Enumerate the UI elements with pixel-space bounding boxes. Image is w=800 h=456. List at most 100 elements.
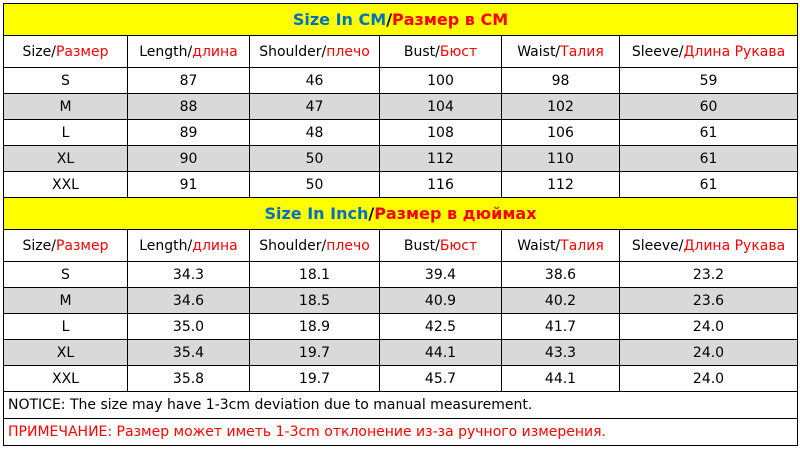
- header-ru: плечо: [326, 43, 370, 60]
- cell-text: 59: [699, 72, 718, 89]
- cell: 112: [501, 171, 620, 198]
- cell-text: 100: [427, 72, 454, 89]
- cell-text: 102: [547, 98, 574, 115]
- header-en: Bust/: [403, 43, 440, 60]
- header-cell: Shoulder/плечо: [249, 229, 380, 262]
- cell: 34.3: [127, 261, 250, 288]
- cell: 87: [127, 67, 250, 94]
- header-en: Bust/: [403, 237, 440, 254]
- cell: 50: [249, 171, 380, 198]
- cell-text: 24.0: [692, 318, 725, 335]
- cell: XXL: [3, 365, 128, 392]
- header-ru: Талия: [560, 237, 604, 254]
- data-row: L 89 48 108 106 61: [3, 119, 799, 146]
- title-en: Size In Inch: [264, 204, 369, 223]
- cell: 19.7: [249, 365, 380, 392]
- cell-text: 40.2: [544, 292, 577, 309]
- cell: M: [3, 93, 128, 120]
- cell-text: 89: [179, 124, 198, 141]
- cell: 100: [379, 67, 502, 94]
- notice-row: NOTICE: The size may have 1-3cm deviatio…: [2, 391, 799, 419]
- cell: 61: [618, 119, 799, 146]
- cell: L: [3, 313, 128, 340]
- header-en: Length/: [139, 43, 193, 60]
- cell-text: 18.9: [298, 318, 331, 335]
- cell-text: 19.7: [298, 344, 331, 361]
- notice-text: ПРИМЕЧАНИЕ: Размер может иметь 1-3cm отк…: [8, 424, 606, 440]
- data-row: XXL 91 50 116 112 61: [3, 171, 799, 198]
- cell-text: 50: [305, 150, 324, 167]
- cell-text: 41.7: [544, 318, 577, 335]
- cell-text: 18.5: [298, 292, 331, 309]
- cell: 23.2: [618, 261, 799, 288]
- header-cell: Size/Размер: [3, 35, 128, 68]
- cell-text: 98: [551, 72, 570, 89]
- cell-text: 34.6: [172, 292, 205, 309]
- cell: 61: [618, 171, 799, 198]
- cell: 18.9: [249, 313, 380, 340]
- cell-text: 61: [699, 124, 718, 141]
- cell-text: 88: [179, 98, 198, 115]
- data-row: M 88 47 104 102 60: [3, 93, 799, 120]
- cell: 48: [249, 119, 380, 146]
- cell: 44.1: [501, 365, 620, 392]
- header-en: Length/: [139, 237, 193, 254]
- cell: 110: [501, 145, 620, 172]
- cell-text: 39.4: [424, 266, 457, 283]
- cell: 102: [501, 93, 620, 120]
- cell-text: XL: [56, 150, 75, 167]
- cell: 45.7: [379, 365, 502, 392]
- cell-text: XXL: [52, 176, 79, 193]
- cell-text: 104: [427, 98, 454, 115]
- cell: 89: [127, 119, 250, 146]
- header-ru: Талия: [560, 43, 604, 60]
- cell-text: 44.1: [424, 344, 457, 361]
- cell: 42.5: [379, 313, 502, 340]
- cell-text: 19.7: [298, 370, 331, 387]
- header-ru: Длина Рукава: [683, 43, 786, 60]
- cell: S: [3, 67, 128, 94]
- header-cell: Waist/Талия: [501, 35, 620, 68]
- cell-text: 110: [547, 150, 574, 167]
- cell: XL: [3, 145, 128, 172]
- cell-text: 87: [179, 72, 198, 89]
- title-sep: /: [386, 10, 393, 29]
- header-cell: Shoulder/плечо: [249, 35, 380, 68]
- cell: 35.8: [127, 365, 250, 392]
- data-row: XL 90 50 112 110 61: [3, 145, 799, 172]
- cell: 23.6: [618, 287, 799, 314]
- cell-text: XL: [56, 344, 75, 361]
- header-en: Sleeve/: [631, 237, 684, 254]
- cell-text: 34.3: [172, 266, 205, 283]
- cell-text: 45.7: [424, 370, 457, 387]
- cell: 116: [379, 171, 502, 198]
- cell: XL: [3, 339, 128, 366]
- header-row: Size/Размер Length/длина Shoulder/плечо Bus…: [3, 35, 799, 68]
- cell: 18.1: [249, 261, 380, 288]
- cell: 61: [618, 145, 799, 172]
- cell: 88: [127, 93, 250, 120]
- cell-text: XXL: [52, 370, 79, 387]
- cell-text: 40.9: [424, 292, 457, 309]
- notice-text: NOTICE: The size may have 1-3cm deviatio…: [8, 397, 533, 413]
- cell: 108: [379, 119, 502, 146]
- cell: 47: [249, 93, 380, 120]
- size-chart: Size In CM/Размер в CM Size/Размер Length/…: [2, 3, 799, 446]
- cell: L: [3, 119, 128, 146]
- cell: 41.7: [501, 313, 620, 340]
- cell: 40.9: [379, 287, 502, 314]
- cell: 44.1: [379, 339, 502, 366]
- header-en: Shoulder/: [259, 237, 327, 254]
- header-cell: Bust/Бюст: [379, 229, 502, 262]
- header-ru: длина: [192, 43, 238, 60]
- cell-text: 43.3: [544, 344, 577, 361]
- cell-text: 61: [699, 176, 718, 193]
- cell-text: S: [61, 72, 70, 89]
- cell: 35.0: [127, 313, 250, 340]
- header-cell: Bust/Бюст: [379, 35, 502, 68]
- cell: 50: [249, 145, 380, 172]
- cell: 24.0: [618, 365, 799, 392]
- cell-text: L: [61, 124, 70, 141]
- title-sep: /: [368, 204, 375, 223]
- cell: 34.6: [127, 287, 250, 314]
